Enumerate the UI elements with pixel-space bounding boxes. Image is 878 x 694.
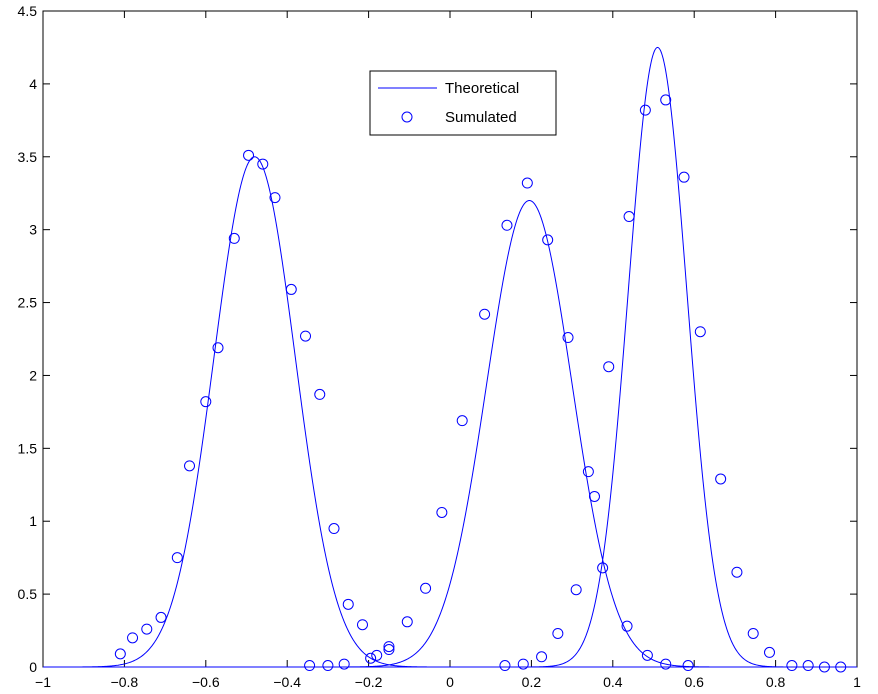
legend-marker-swatch xyxy=(401,111,413,123)
x-tick-label: −0.4 xyxy=(273,674,301,690)
data-point xyxy=(517,658,529,670)
data-point xyxy=(371,649,383,661)
data-point xyxy=(639,104,651,116)
x-tick-label: 0 xyxy=(446,674,454,690)
y-tick-label: 0.5 xyxy=(18,586,38,602)
data-point xyxy=(338,658,350,670)
data-point xyxy=(456,415,468,427)
data-point xyxy=(155,611,167,623)
data-point xyxy=(802,660,814,672)
data-point xyxy=(114,648,126,660)
data-point xyxy=(184,460,196,472)
y-axis: 0 0.5 1 1.5 2 2.5 3 3.5 4 4.5 xyxy=(18,3,857,675)
legend-box xyxy=(369,70,557,136)
y-tick-label: 4 xyxy=(29,76,37,92)
data-point xyxy=(212,342,224,354)
data-point xyxy=(536,651,548,663)
data-point xyxy=(682,660,694,672)
data-point xyxy=(731,566,743,578)
data-point xyxy=(300,330,312,342)
data-point xyxy=(597,562,609,574)
data-point xyxy=(243,149,255,161)
y-tick-label: 1 xyxy=(29,513,37,529)
data-point xyxy=(365,652,377,664)
data-point xyxy=(521,177,533,189)
data-point xyxy=(588,490,600,502)
data-point xyxy=(570,584,582,596)
data-point xyxy=(623,211,635,223)
x-tick-label: 1 xyxy=(853,674,861,690)
x-axis: −1 −0.8 −0.6 −0.4 −0.2 0 0.2 0.4 0.6 0.8 1 xyxy=(35,11,861,690)
data-point xyxy=(715,473,727,485)
legend-label-sumulated: Sumulated xyxy=(445,109,517,126)
data-point xyxy=(420,582,432,594)
data-point xyxy=(582,466,594,478)
data-point xyxy=(747,627,759,639)
y-tick-label: 2.5 xyxy=(18,295,38,311)
legend-label-theoretical: Theoretical xyxy=(445,80,519,97)
data-point xyxy=(356,619,368,631)
x-tick-label: 0.6 xyxy=(684,674,704,690)
data-point xyxy=(401,616,413,628)
data-point xyxy=(621,620,633,632)
data-point xyxy=(228,232,240,244)
data-point xyxy=(127,632,139,644)
data-point xyxy=(660,658,672,670)
x-tick-label: 0.4 xyxy=(603,674,623,690)
data-point xyxy=(269,192,281,204)
data-point xyxy=(200,396,212,408)
data-point xyxy=(141,623,153,635)
data-point xyxy=(257,158,269,170)
data-point xyxy=(542,234,554,246)
data-point xyxy=(835,661,847,673)
data-point xyxy=(562,332,574,344)
x-tick-label: −0.8 xyxy=(111,674,139,690)
series-line-theoretical xyxy=(43,46,857,668)
y-tick-label: 3 xyxy=(29,222,37,238)
data-point xyxy=(383,641,395,653)
data-point xyxy=(314,388,326,400)
data-point xyxy=(436,506,448,518)
legend: Theoretical Sumulated xyxy=(369,70,557,136)
data-point xyxy=(171,552,183,564)
y-tick-label: 1.5 xyxy=(18,440,38,456)
x-tick-label: 0.8 xyxy=(766,674,786,690)
data-point xyxy=(501,219,513,231)
x-tick-label: −0.6 xyxy=(192,674,220,690)
data-point xyxy=(678,171,690,183)
x-tick-label: −1 xyxy=(35,674,51,690)
y-tick-label: 4.5 xyxy=(18,3,38,19)
data-point xyxy=(328,523,340,535)
data-point xyxy=(342,598,354,610)
data-point xyxy=(660,94,672,106)
data-point xyxy=(383,644,395,656)
data-point xyxy=(479,308,491,320)
y-tick-label: 3.5 xyxy=(18,149,38,165)
data-point xyxy=(818,661,830,673)
x-tick-label: −0.2 xyxy=(355,674,383,690)
data-point xyxy=(285,283,297,295)
data-point xyxy=(763,646,775,658)
series-points-sumulated xyxy=(114,94,847,673)
data-point xyxy=(641,649,653,661)
data-point xyxy=(786,660,798,672)
data-point xyxy=(304,660,316,672)
data-point xyxy=(322,660,334,672)
data-point xyxy=(694,326,706,338)
data-point xyxy=(603,361,615,373)
data-point xyxy=(499,660,511,672)
data-point xyxy=(552,627,564,639)
y-tick-label: 0 xyxy=(29,659,37,675)
y-tick-label: 2 xyxy=(29,367,37,383)
x-tick-label: 0.2 xyxy=(522,674,542,690)
